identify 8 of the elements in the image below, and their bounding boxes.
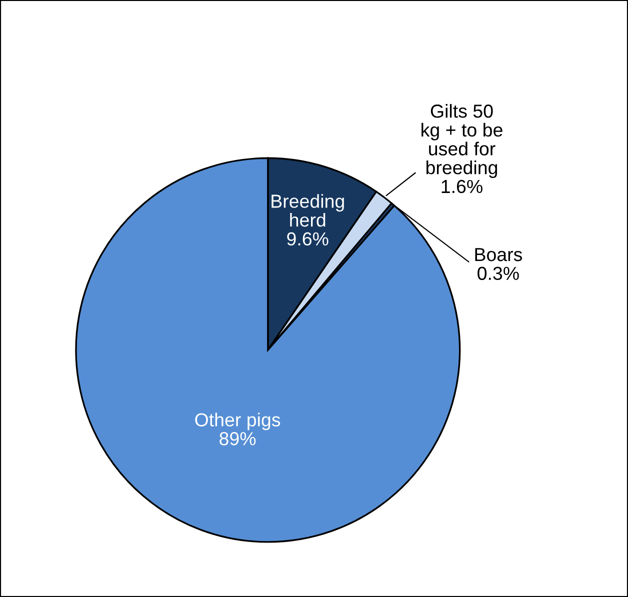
slice-label: Other pigs [195, 412, 280, 430]
slice-label: Breeding herd [272, 194, 344, 227]
data-label: 9.6% [287, 232, 328, 246]
slice-label: Boars [475, 248, 522, 262]
data-label: 0.3% [478, 266, 519, 280]
data-label: 89% [220, 432, 256, 446]
data-label: 1.6% [442, 180, 482, 194]
slice-label: Gilts 50 kg + to be used for breeding [422, 104, 502, 178]
